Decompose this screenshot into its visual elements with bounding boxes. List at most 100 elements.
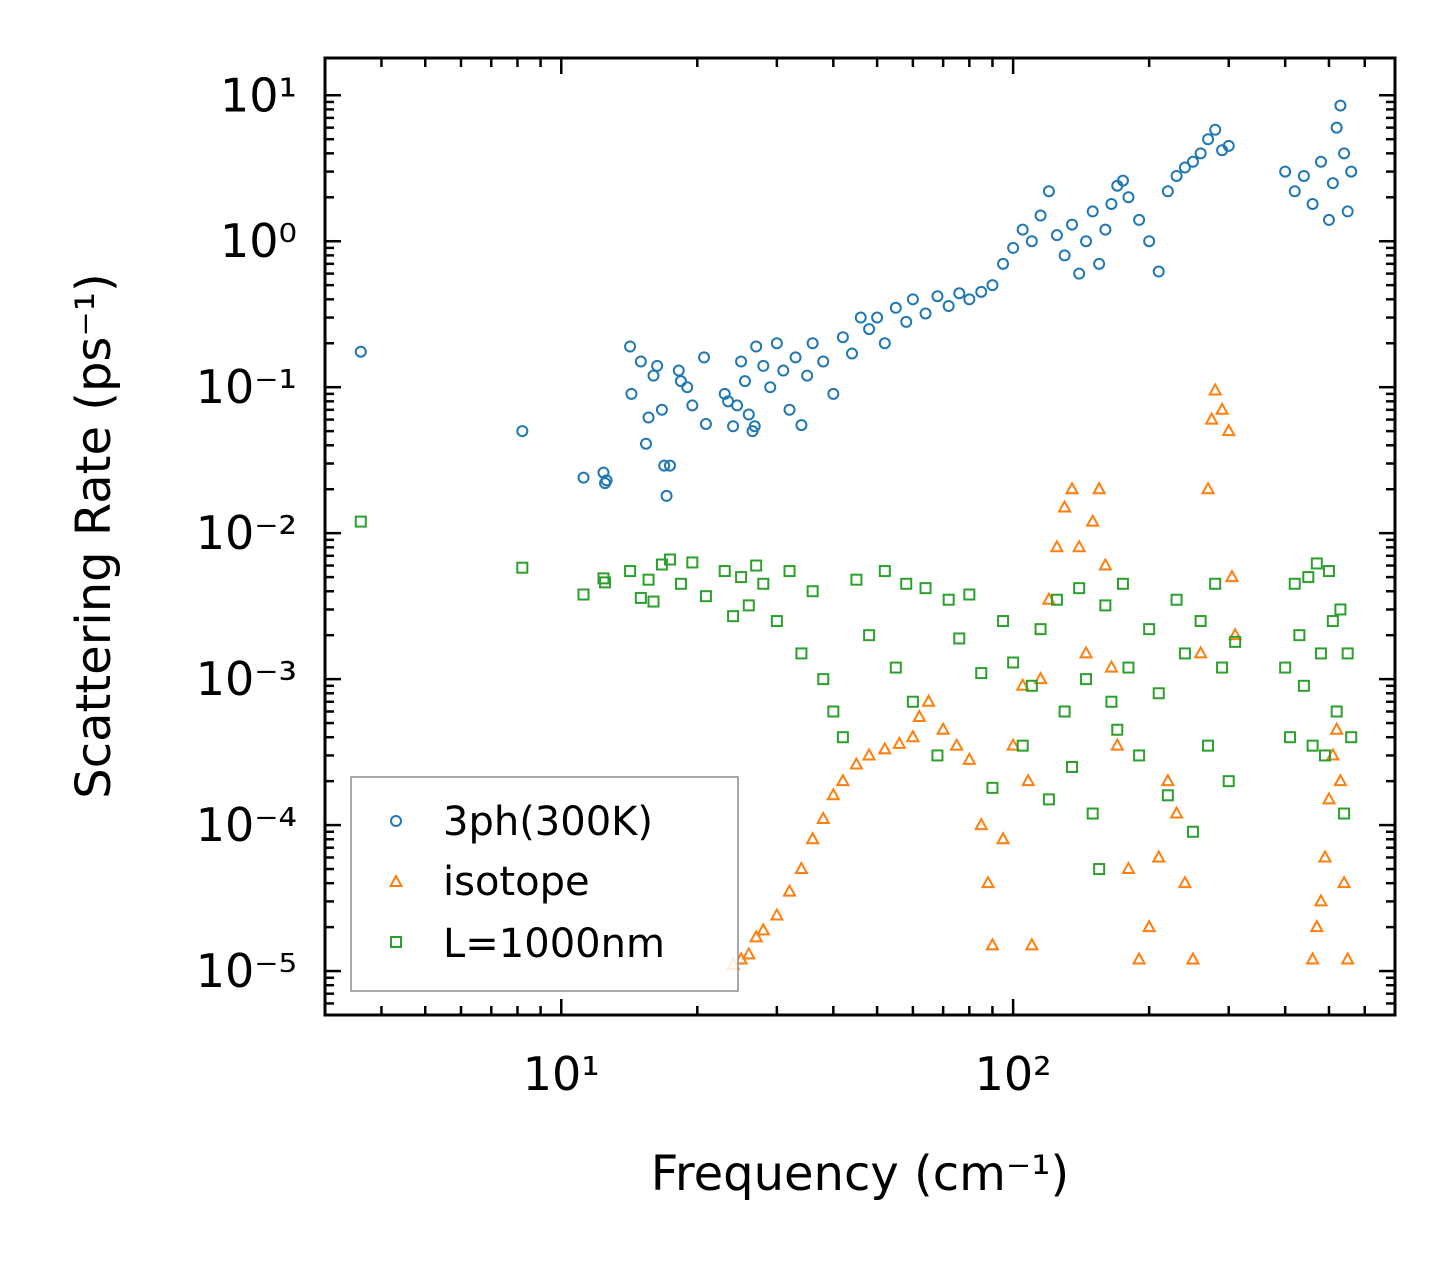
data-point-s2-74 (1293, 629, 1306, 642)
data-point-s2-18 (750, 559, 763, 572)
data-point-s0-80 (1152, 265, 1165, 278)
data-point-s2-48 (1066, 761, 1079, 774)
data-point-s0-92 (1297, 169, 1310, 182)
data-point-s2-77 (1306, 739, 1319, 752)
data-point-s0-95 (1322, 213, 1335, 226)
data-point-s1-43 (1131, 951, 1147, 965)
data-point-s1-8 (805, 831, 820, 845)
data-point-s0-53 (919, 307, 932, 320)
data-point-s2-21 (783, 565, 796, 578)
data-point-s2-62 (1170, 593, 1183, 606)
data-point-s0-6 (624, 340, 637, 353)
data-point-s0-77 (1122, 191, 1135, 204)
legend-label-l1000nm: L=1000nm (443, 921, 665, 967)
data-point-s1-27 (1015, 677, 1030, 691)
data-point-s2-5 (624, 565, 637, 578)
data-point-s1-10 (826, 787, 841, 801)
data-point-s2-78 (1310, 557, 1323, 570)
data-point-s0-64 (1034, 209, 1047, 222)
data-point-s2-27 (850, 573, 863, 586)
data-point-s0-42 (817, 355, 830, 368)
data-point-s1-12 (849, 756, 864, 770)
data-point-s1-11 (835, 773, 851, 787)
series-l-1000nm (354, 515, 1358, 876)
data-point-s0-40 (801, 369, 814, 382)
data-point-s0-39 (795, 419, 808, 432)
data-point-s2-68 (1216, 661, 1229, 674)
data-point-s1-33 (1057, 499, 1072, 513)
data-point-s1-20 (949, 737, 964, 751)
data-point-s1-14 (877, 741, 892, 755)
data-point-s2-44 (1034, 623, 1047, 636)
data-point-s2-82 (1326, 615, 1339, 628)
data-point-s2-8 (647, 595, 660, 608)
data-point-s2-55 (1111, 723, 1124, 736)
data-point-s0-23 (718, 387, 731, 400)
data-point-s0-41 (806, 337, 819, 350)
y-tick-label-2: 10⁻¹ (196, 360, 297, 414)
data-point-s1-53 (1207, 382, 1223, 396)
data-point-s2-60 (1152, 687, 1165, 700)
data-point-s2-17 (742, 599, 755, 612)
data-point-s0-31 (748, 420, 761, 433)
data-point-s2-63 (1178, 647, 1191, 660)
data-point-s0-96 (1326, 177, 1339, 190)
legend-marker-3ph (390, 815, 402, 827)
data-point-s1-32 (1049, 539, 1065, 553)
data-point-s2-53 (1099, 599, 1112, 612)
data-point-s0-52 (906, 293, 919, 306)
data-point-s2-1 (516, 561, 529, 574)
data-point-s0-21 (698, 351, 711, 364)
data-point-s1-37 (1085, 513, 1100, 527)
y-tick-label-6: 10⁻⁵ (196, 944, 297, 998)
data-point-s0-19 (681, 381, 694, 394)
data-point-s2-47 (1058, 705, 1071, 718)
data-point-s2-71 (1279, 661, 1292, 674)
data-point-s1-2 (741, 946, 756, 960)
legend-box (350, 776, 739, 992)
data-point-s0-90 (1279, 165, 1292, 178)
data-point-s0-71 (1086, 205, 1099, 218)
data-point-s1-51 (1200, 481, 1216, 495)
data-point-s1-4 (756, 922, 771, 936)
data-point-s1-3 (748, 929, 764, 943)
data-point-s0-101 (1345, 165, 1358, 178)
data-point-s0-91 (1288, 185, 1301, 198)
data-point-s0-97 (1330, 121, 1343, 134)
data-point-s2-40 (997, 615, 1010, 628)
data-point-s2-38 (975, 667, 988, 680)
legend-label-3ph: 3ph(300K) (443, 799, 653, 845)
data-point-s0-14 (660, 489, 673, 502)
legend: 3ph(300K) isotope L=1000nm (350, 776, 739, 992)
data-point-s2-14 (718, 565, 731, 578)
data-point-s0-12 (651, 359, 664, 372)
data-point-s1-60 (1313, 893, 1329, 907)
data-point-s1-44 (1141, 919, 1157, 933)
data-point-s0-28 (738, 375, 751, 388)
data-point-s1-19 (935, 721, 951, 735)
data-point-s2-67 (1209, 577, 1222, 590)
data-series-layer (354, 99, 1358, 971)
data-point-s2-76 (1302, 571, 1315, 584)
data-point-s1-6 (782, 883, 797, 897)
data-point-s1-55 (1221, 423, 1236, 437)
data-point-s2-39 (986, 781, 999, 794)
legend-marker-isotope (388, 873, 404, 887)
data-point-s2-33 (919, 582, 932, 595)
data-point-s2-54 (1105, 695, 1118, 708)
data-point-s0-70 (1080, 235, 1093, 248)
data-point-s0-47 (863, 323, 876, 336)
data-point-s0-54 (931, 290, 944, 303)
data-point-s0-10 (642, 411, 655, 424)
data-point-s2-20 (770, 615, 783, 628)
data-point-s0-18 (674, 375, 687, 388)
data-point-s2-10 (663, 553, 676, 566)
data-point-s0-87 (1209, 123, 1222, 136)
data-point-s1-26 (1005, 737, 1021, 751)
data-point-s0-85 (1194, 147, 1207, 160)
data-point-s0-46 (854, 311, 867, 324)
plot-area (354, 99, 1358, 971)
data-point-s1-58 (1305, 951, 1320, 965)
data-point-s1-49 (1185, 951, 1201, 965)
data-point-s0-22 (699, 417, 712, 430)
